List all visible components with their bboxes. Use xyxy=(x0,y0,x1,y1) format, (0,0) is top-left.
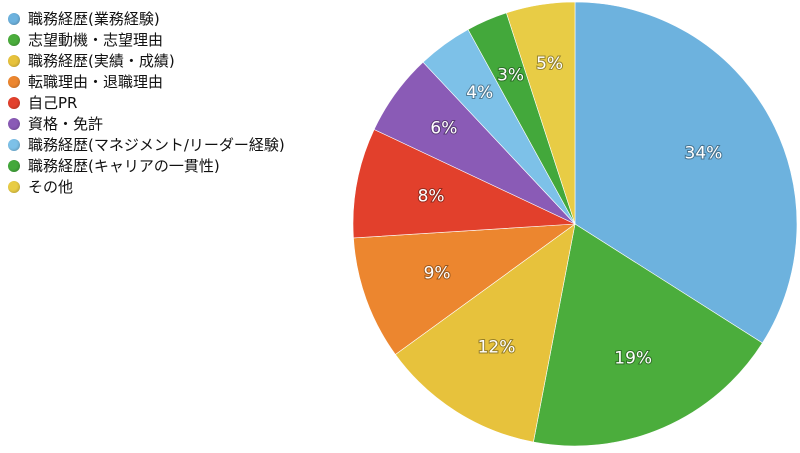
slice-label: 34% xyxy=(685,143,723,163)
legend-item: 職務経歴(実績・成績) xyxy=(8,50,285,71)
pie-slice xyxy=(574,1,798,344)
legend-item: その他 xyxy=(8,176,285,197)
legend-swatch xyxy=(8,54,20,67)
legend-label: その他 xyxy=(28,178,74,196)
legend-swatch xyxy=(8,138,20,151)
legend-label: 職務経歴(マネジメント/リーダー経験) xyxy=(28,136,285,154)
legend-swatch xyxy=(8,159,20,172)
legend-label: 自己PR xyxy=(28,94,78,112)
pie-slice xyxy=(352,129,576,239)
pie-slices xyxy=(352,1,798,447)
slice-label: 8% xyxy=(418,187,445,207)
legend-swatch xyxy=(8,75,20,88)
slice-label: 6% xyxy=(430,119,457,139)
slice-label: 12% xyxy=(478,338,516,358)
slice-label: 9% xyxy=(424,264,451,284)
pie-slice xyxy=(394,223,576,443)
legend-label: 志望動機・志望理由 xyxy=(28,31,164,49)
legend-item: 自己PR xyxy=(8,92,285,113)
slice-label: 5% xyxy=(536,54,563,74)
legend: 職務経歴(業務経験) 志望動機・志望理由 職務経歴(実績・成績) 転職理由・退職理由自… xyxy=(8,8,285,197)
legend-label: 職務経歴(業務経験) xyxy=(28,10,160,28)
legend-swatch xyxy=(8,12,20,25)
pie-slice xyxy=(533,223,763,447)
legend-swatch xyxy=(8,180,20,193)
legend-item: 職務経歴(業務経験) xyxy=(8,8,285,29)
legend-swatch xyxy=(8,33,20,46)
legend-label: 転職理由・退職理由 xyxy=(28,73,164,91)
pie-slice xyxy=(506,1,576,225)
pie-labels: 34% 19% 12% 9% 8% 6% 4%3% 5% xyxy=(417,53,724,370)
legend-label: 資格・免許 xyxy=(28,115,104,133)
slice-label: 4% xyxy=(466,83,493,103)
pie-slice xyxy=(353,223,577,355)
legend-swatch xyxy=(8,117,20,130)
legend-item: 資格・免許 xyxy=(8,113,285,134)
legend-item: 職務経歴(キャリアの一貫性) xyxy=(8,155,285,176)
legend-item: 職務経歴(マネジメント/リーダー経験) xyxy=(8,134,285,155)
slice-label: 3% xyxy=(497,65,524,85)
legend-label: 職務経歴(キャリアの一貫性) xyxy=(28,157,220,175)
legend-item: 転職理由・退職理由 xyxy=(8,71,285,92)
legend-swatch xyxy=(8,96,20,109)
slice-label: 19% xyxy=(614,349,652,369)
legend-item: 志望動機・志望理由 xyxy=(8,29,285,50)
legend-label: 職務経歴(実績・成績) xyxy=(28,52,175,70)
